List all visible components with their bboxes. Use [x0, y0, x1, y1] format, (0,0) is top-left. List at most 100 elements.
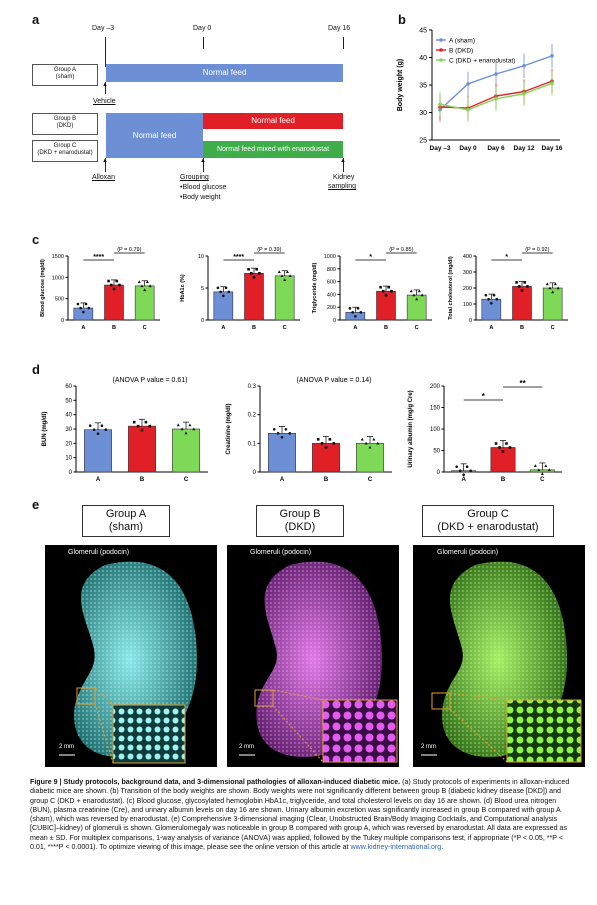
- x-tick-label: B: [384, 325, 388, 331]
- sample-point: [249, 271, 253, 275]
- y-tick-label: 1500: [52, 254, 64, 260]
- sample-point: [520, 289, 524, 292]
- grouping-item-weight: •Body weight: [180, 194, 221, 201]
- body-weight-chart: 25 30 35 40 45 Day –3 Day 0 Day 6 Day 12 Day 16 Bo…: [397, 28, 563, 153]
- sample-point: [364, 441, 368, 445]
- image-b-label: Glomeruli (podocin): [250, 549, 312, 556]
- sample-point: [76, 302, 80, 306]
- sample-point: [379, 285, 382, 289]
- sample-point: [412, 293, 416, 297]
- x-tick-label: B: [520, 325, 524, 331]
- y-tick-label: 30: [419, 110, 427, 117]
- sample-point: [109, 283, 113, 287]
- sample-point: [484, 293, 488, 297]
- sample-point: [523, 281, 527, 284]
- sample-point: [137, 280, 141, 284]
- sample-point: [148, 284, 152, 288]
- y-tick-label: 400: [463, 254, 472, 260]
- y-axis-label: Total cholesterol (mg/dl): [448, 256, 454, 320]
- sample-point: [415, 297, 419, 301]
- sample-point: [100, 424, 104, 428]
- x-tick-label: C: [415, 325, 419, 331]
- sample-point: [469, 469, 472, 473]
- group-bc-feed-bar: Normal feed: [106, 113, 203, 158]
- sample-point: [136, 424, 140, 428]
- sample-point: [247, 267, 250, 271]
- sig-label: (P = 0.79): [117, 247, 141, 253]
- bar-C: [529, 469, 555, 473]
- y-tick-label: 0: [61, 318, 64, 324]
- sample-point: [285, 270, 289, 274]
- bar-B: [376, 290, 396, 321]
- y-axis-label: Body weight (g): [397, 59, 404, 112]
- sample-point: [227, 290, 231, 294]
- sample-point: [192, 427, 196, 431]
- y-tick-label: 40: [419, 55, 427, 62]
- panel-label-e: e: [32, 497, 40, 512]
- sample-point: [148, 424, 152, 428]
- y-axis-label: Creatinine (mg/dl): [226, 403, 232, 454]
- y-tick-label: 200: [430, 384, 441, 390]
- sample-point: [258, 271, 261, 275]
- sample-point: [132, 420, 136, 424]
- sample-point: [88, 424, 92, 428]
- sample-point: [533, 464, 537, 468]
- sample-point: [417, 289, 421, 293]
- sample-point: [420, 293, 424, 297]
- panel-label-b: b: [398, 12, 406, 27]
- anova-label: (ANOVA P value = 0.14): [296, 377, 371, 384]
- chart-hba1c: 0 5 10 HbA1c (%) A B C **** (P = 0.39): [180, 247, 300, 331]
- sample-point: [288, 274, 292, 278]
- event-vehicle: Vehicle: [93, 98, 116, 105]
- sample-point: [348, 307, 352, 310]
- legend-marker: [439, 58, 443, 62]
- y-tick-label: 10: [198, 254, 204, 260]
- y-axis-label: HbA1c (%): [180, 274, 186, 302]
- y-tick-label: 100: [430, 427, 441, 433]
- sample-point: [409, 289, 413, 293]
- x-tick-label: Day 6: [487, 145, 505, 152]
- y-tick-label: 0: [201, 318, 204, 324]
- bar-C: [406, 294, 427, 321]
- event-alloxan: Alloxan: [92, 174, 115, 181]
- e-group-c-box: Group C (DKD + enarodustat): [422, 505, 554, 537]
- sig-label: ****: [93, 254, 104, 261]
- y-axis-label: Blood glucose (mg/dl): [40, 259, 46, 317]
- x-tick-label: Day –3: [430, 145, 451, 152]
- sample-point: [332, 442, 336, 445]
- caption-link[interactable]: www.kidney-international.org: [350, 843, 442, 852]
- y-tick-label: 0.1: [248, 441, 257, 447]
- event-kidney: Kidney: [333, 174, 355, 181]
- chart-urinary-albumin: 0 50 100 150 200 Urinary albumin (mg/g Cre) A B…: [408, 379, 562, 483]
- y-tick-label: 0.3: [248, 384, 257, 390]
- x-tick-label: Day 16: [542, 145, 563, 152]
- sample-point: [140, 284, 144, 288]
- x-tick-label: A: [96, 477, 101, 483]
- chart-total-cholesterol: 0 100 200 300 400 Total cholesterol (mg/dl) A B…: [448, 247, 568, 331]
- group-a-label: Group A (sham): [32, 64, 98, 86]
- sample-point: [284, 428, 288, 431]
- sample-point: [515, 281, 518, 284]
- y-axis-label: Triglyceride (mg/dl): [312, 262, 318, 313]
- sample-point: [280, 436, 284, 439]
- timepoint-day16: Day 16: [328, 25, 351, 32]
- sample-point: [272, 428, 276, 431]
- image-a-label: Glomeruli (podocin): [68, 549, 130, 556]
- y-tick-label: 0: [437, 470, 441, 476]
- legend-entry: A (sham): [449, 38, 475, 45]
- data-point: [522, 63, 526, 68]
- bar-B: [104, 284, 124, 321]
- y-tick-label: 1000: [324, 254, 336, 260]
- legend-entry: B (DKD): [449, 48, 473, 55]
- sig-label: (P = 0.39): [257, 247, 281, 253]
- figure-caption: Figure 9 | Study protocols, background d…: [30, 778, 570, 852]
- y-tick-label: 60: [65, 384, 72, 390]
- grouping-item-glucose: •Blood glucose: [180, 184, 227, 191]
- x-tick-label: C: [143, 325, 147, 331]
- x-tick-label: A: [353, 325, 357, 331]
- sample-point: [320, 442, 324, 445]
- sample-point: [501, 450, 505, 453]
- y-tick-label: 200: [463, 286, 472, 292]
- bar-B: [312, 443, 340, 473]
- sample-point: [372, 437, 376, 441]
